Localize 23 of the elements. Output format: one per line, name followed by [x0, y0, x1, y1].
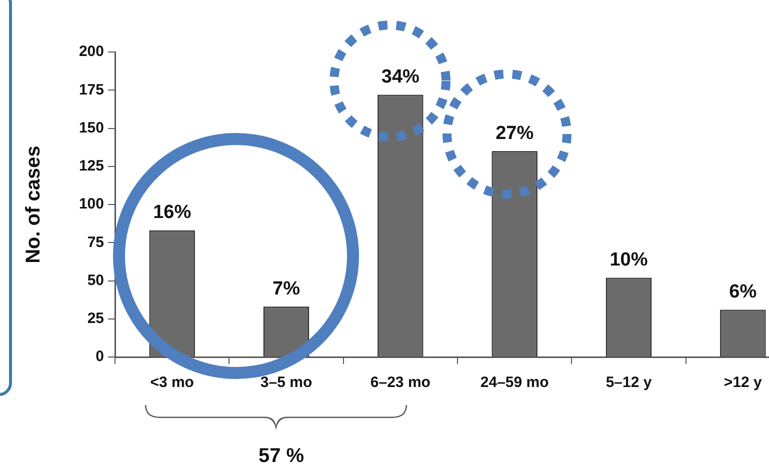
x-tick-label: 5–12 y — [606, 374, 652, 392]
annotation: 6% — [729, 281, 757, 302]
y-tick-label: 150 — [78, 119, 104, 136]
x-tick-label: <3 mo — [150, 374, 194, 392]
annotation: 10% — [610, 249, 648, 270]
annotation: 16% — [153, 202, 192, 224]
y-axis-title: No. of cases — [22, 146, 45, 264]
text: 57 % — [258, 445, 304, 467]
y-tick-label: 175 — [78, 81, 104, 98]
x-tick-label: 24–59 mo — [480, 374, 549, 392]
x-tick-label: 6–23 mo — [370, 374, 430, 392]
y-tick-label: 25 — [87, 310, 104, 328]
y-tick-label: 50 — [87, 272, 104, 289]
annotation: 27% — [496, 122, 534, 144]
x-tick-label: 3–5 mo — [260, 374, 312, 392]
y-tick-label: 75 — [87, 234, 104, 251]
y-tick-label: 0 — [96, 348, 104, 366]
y-tick-label: 200 — [78, 43, 104, 60]
y-tick-label: 100 — [78, 196, 104, 213]
annotation: 7% — [272, 278, 300, 300]
annotation: 34% — [381, 66, 420, 88]
x-tick-label: >12 y — [724, 374, 763, 392]
y-tick-label: 125 — [78, 158, 104, 175]
